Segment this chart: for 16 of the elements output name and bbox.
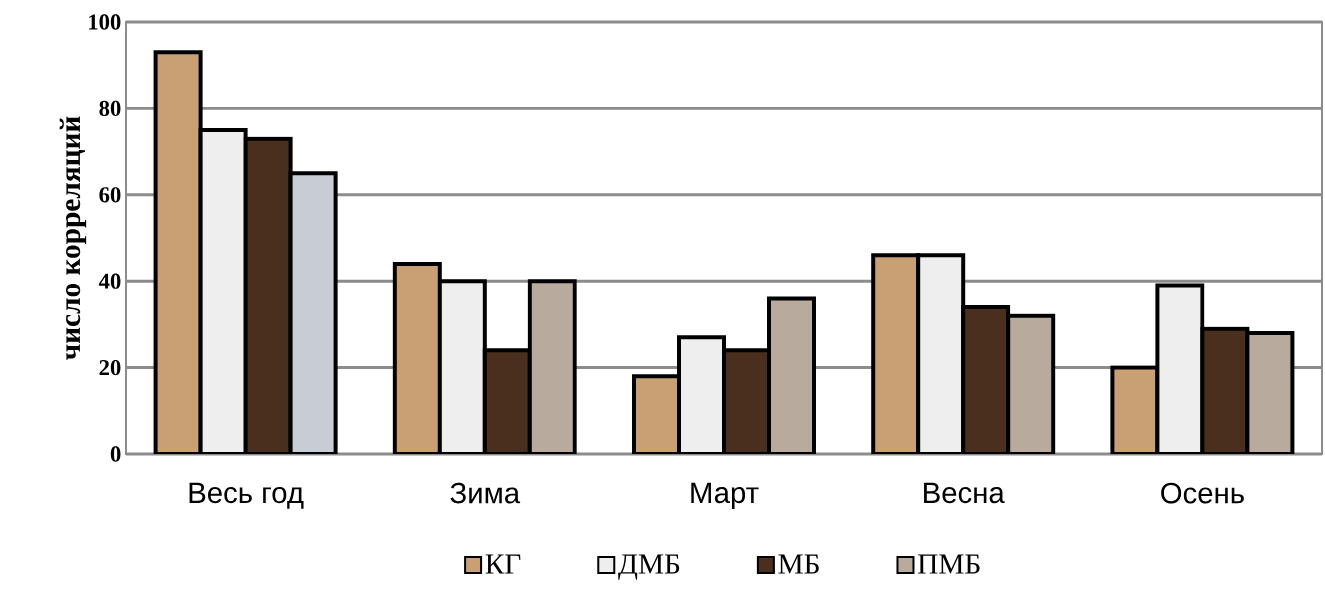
- y-tick-label: 40: [98, 273, 121, 289]
- y-tick-label: 20: [99, 359, 121, 376]
- y-tick-label: 80: [99, 100, 121, 117]
- legend-label: МБ: [778, 554, 819, 574]
- x-tick-label: Зима: [450, 482, 521, 504]
- y-tick-label: 60: [99, 187, 121, 203]
- y-tick-label: 0: [110, 446, 121, 462]
- y-tick-label: 100: [89, 14, 121, 30]
- y-axis-title: число корреляций: [59, 116, 87, 360]
- x-tick-label: Осень: [1161, 482, 1244, 504]
- legend-label: КГ: [485, 554, 521, 574]
- legend-label: ПМБ: [917, 554, 980, 574]
- x-tick-label: Март: [691, 482, 759, 509]
- x-tick-label: Весь год: [189, 482, 304, 509]
- x-tick-label: Весна: [924, 482, 1005, 504]
- legend-label: ДМБ: [618, 554, 680, 580]
